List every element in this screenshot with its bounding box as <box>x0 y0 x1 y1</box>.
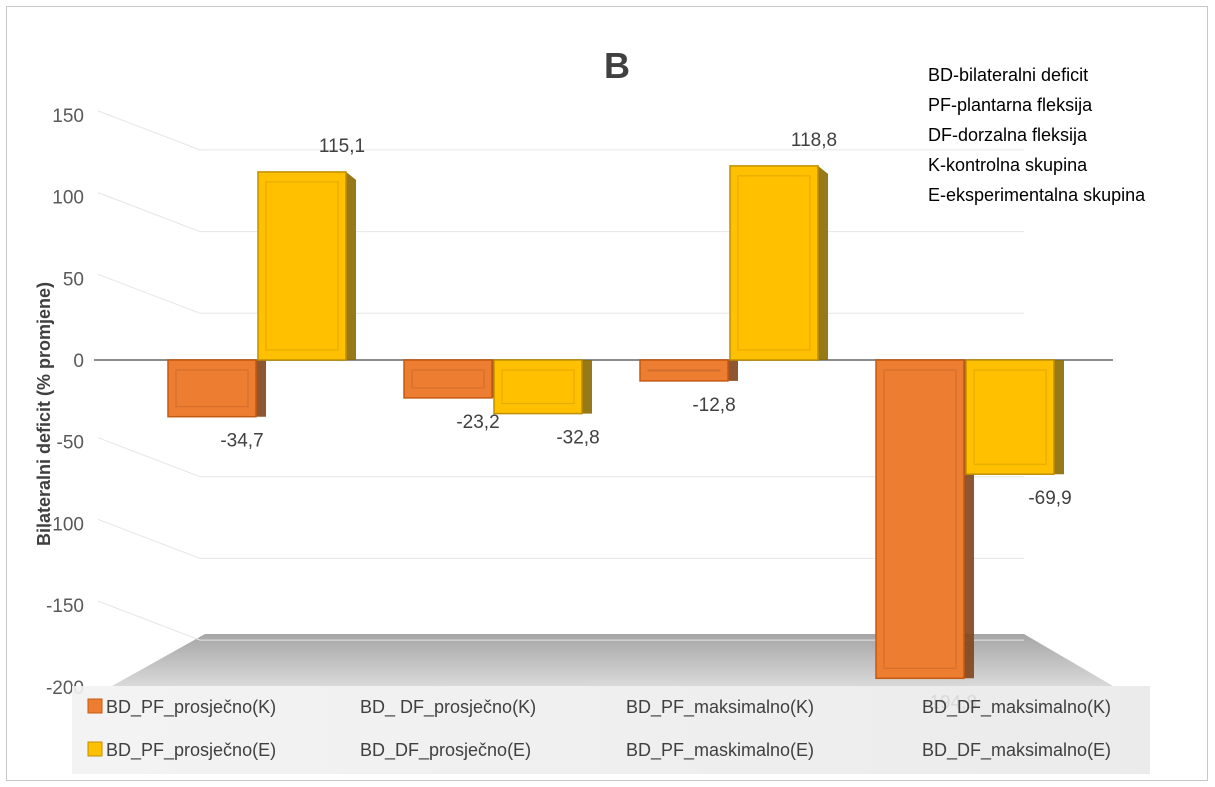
y-tick-label: -50 <box>57 433 84 454</box>
bar-e-3 <box>729 165 828 361</box>
data-label: 118,8 <box>791 130 837 151</box>
chart-title: B <box>604 45 630 86</box>
annotation-line: PF-plantarna fleksija <box>928 95 1093 115</box>
bar-k-2 <box>403 359 502 399</box>
bar-e-1 <box>257 171 356 361</box>
legend-entry: BD_PF_prosječno(K) <box>106 697 276 718</box>
data-label: -23,2 <box>456 412 499 433</box>
data-label: -32,8 <box>556 428 599 449</box>
y-tick-label: 150 <box>52 106 84 127</box>
definitions-annotation: BD-bilateralni deficit PF-plantarna fleks… <box>928 65 1146 205</box>
data-label: 115,1 <box>319 136 365 157</box>
bar-k-3 <box>639 359 738 382</box>
legend: BD_PF_prosječno(K) BD_ DF_prosječno(K) BD_… <box>72 686 1150 774</box>
bar-e-2 <box>493 359 592 415</box>
legend-entry: BD_PF_prosječno(E) <box>106 740 276 761</box>
annotation-line: BD-bilateralni deficit <box>928 65 1088 85</box>
y-axis-label: Bilateralni deficit (% promjene) <box>34 282 54 546</box>
gridline-side <box>97 600 201 641</box>
bar-k-4 <box>875 359 974 680</box>
legend-swatch <box>87 741 103 757</box>
bar-e-4 <box>965 359 1064 475</box>
data-label: -12,8 <box>692 395 735 416</box>
legend-entry: BD_DF_maksimalno(E) <box>922 740 1111 761</box>
data-label: -34,7 <box>220 431 263 452</box>
annotation-line: DF-dorzalna fleksija <box>928 125 1088 145</box>
chart-floor <box>112 634 1113 686</box>
gridline-side <box>97 192 201 233</box>
legend-entry: BD_ DF_prosječno(K) <box>360 697 536 718</box>
gridline-side <box>97 518 201 559</box>
gridline-side <box>97 110 201 151</box>
gridline-side <box>97 437 201 478</box>
gridline-side <box>97 273 201 314</box>
annotation-line: E-eksperimentalna skupina <box>928 185 1146 205</box>
y-tick-label: -100 <box>46 514 84 535</box>
legend-entry: BD_DF_prosječno(E) <box>360 740 531 761</box>
legend-swatch <box>87 698 103 714</box>
legend-entry: BD_PF_maksimalno(K) <box>626 697 814 718</box>
annotation-line: K-kontrolna skupina <box>928 155 1088 175</box>
y-tick-label: 0 <box>73 351 84 372</box>
y-tick-label: 100 <box>52 188 84 209</box>
bar-k-1 <box>167 359 266 418</box>
y-tick-label: -150 <box>46 596 84 617</box>
legend-entry: BD_PF_maskimalno(E) <box>626 740 814 761</box>
legend-entry: BD_DF_maksimalno(K) <box>922 697 1111 718</box>
data-label: -69,9 <box>1028 488 1071 509</box>
y-tick-label: 50 <box>63 269 84 290</box>
